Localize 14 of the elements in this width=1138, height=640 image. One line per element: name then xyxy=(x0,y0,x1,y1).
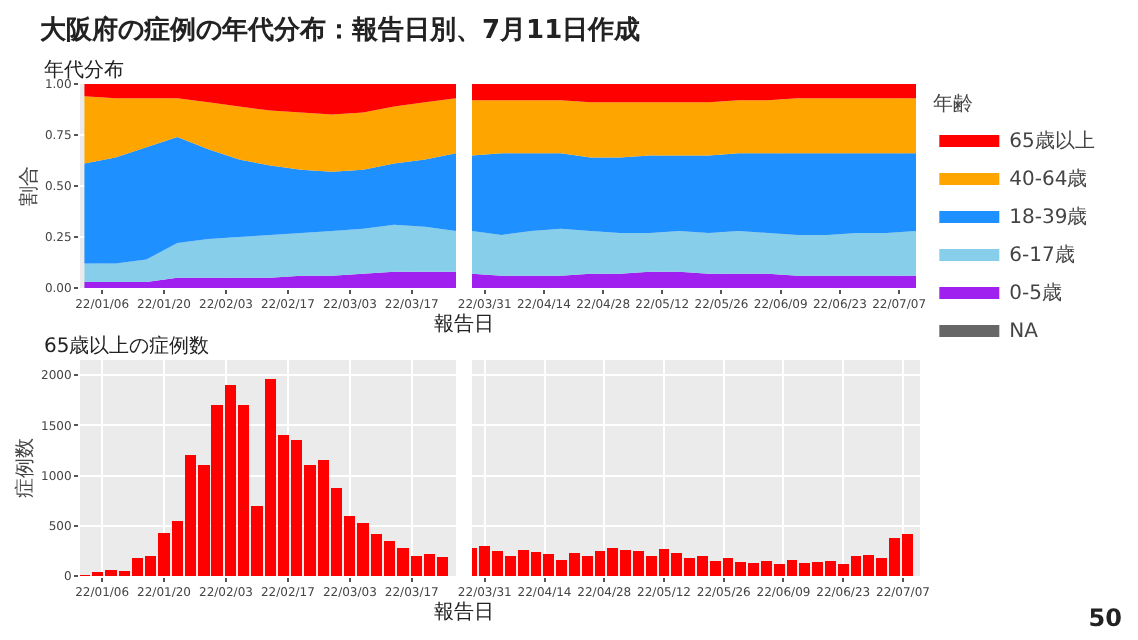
x-axis-title: 報告日 xyxy=(434,311,494,338)
y-axis-title: 症例数 xyxy=(13,438,38,498)
legend-label: 65歳以上 xyxy=(1009,128,1095,153)
text: 50 xyxy=(1088,604,1122,632)
legend-label: NA xyxy=(1009,320,1039,343)
chart-subtitle: 65歳以上の症例数 xyxy=(44,333,210,360)
legend-label: 6-17歳 xyxy=(1009,242,1075,267)
legend-label: 0-5歳 xyxy=(1009,280,1063,305)
legend-label: 40-64歳 xyxy=(1009,166,1088,191)
legend-label: 18-39歳 xyxy=(1009,204,1088,229)
chart-title: 大阪府の症例の年代分布：報告日別、7月11日作成 xyxy=(40,13,641,48)
legend-title: 年齢 xyxy=(933,92,974,116)
y-axis-title: 割合 xyxy=(16,166,41,206)
x-axis-title: 報告日 xyxy=(434,599,494,626)
